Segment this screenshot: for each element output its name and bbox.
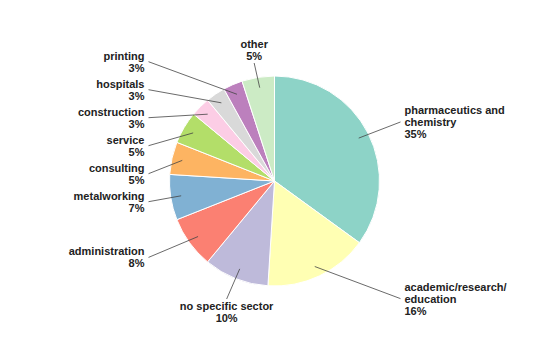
data-label-line: no specific sector bbox=[180, 300, 274, 312]
leader-line bbox=[149, 133, 194, 146]
data-label: construction3% bbox=[78, 106, 145, 130]
data-label-line: 3% bbox=[129, 118, 145, 130]
data-label: service5% bbox=[107, 134, 145, 158]
data-label: academic/research/education16% bbox=[405, 281, 507, 317]
data-label-line: 3% bbox=[129, 90, 145, 102]
data-label: metalworking7% bbox=[74, 190, 145, 214]
data-label-line: 5% bbox=[129, 146, 145, 158]
leader-line bbox=[149, 160, 183, 173]
leader-line bbox=[254, 63, 260, 88]
data-label: printing3% bbox=[104, 50, 145, 74]
data-label: pharmaceutics andchemistry35% bbox=[405, 104, 505, 140]
pie bbox=[169, 76, 379, 286]
leader-line bbox=[227, 269, 240, 299]
data-label-line: service bbox=[107, 134, 145, 146]
data-label-line: metalworking bbox=[74, 190, 145, 202]
data-label: other5% bbox=[240, 38, 268, 62]
data-label-line: chemistry bbox=[405, 116, 458, 128]
data-label-line: 3% bbox=[129, 62, 145, 74]
leader-line bbox=[149, 114, 208, 118]
data-label-line: academic/research/ bbox=[405, 281, 507, 293]
data-label-line: printing bbox=[104, 50, 145, 62]
leader-line bbox=[149, 90, 222, 103]
chart: pharmaceutics andchemistry35% academic/re… bbox=[0, 0, 549, 362]
data-label-line: 5% bbox=[129, 174, 145, 186]
data-label: hospitals3% bbox=[96, 78, 145, 102]
leader-line bbox=[149, 237, 199, 258]
data-label-line: 8% bbox=[129, 257, 145, 269]
data-label-line: 35% bbox=[405, 128, 427, 140]
data-label-line: construction bbox=[78, 106, 145, 118]
data-label: no specific sector10% bbox=[180, 300, 274, 324]
data-label-line: 5% bbox=[246, 50, 262, 62]
leader-line bbox=[149, 196, 182, 202]
leader-line bbox=[315, 267, 401, 299]
leader-line bbox=[149, 62, 237, 95]
pie-slice bbox=[268, 181, 360, 286]
data-label: consulting5% bbox=[89, 162, 145, 186]
leader-line bbox=[359, 122, 401, 138]
data-label-line: other bbox=[240, 38, 268, 50]
data-label-line: 7% bbox=[129, 202, 145, 214]
pie-slice bbox=[242, 76, 274, 181]
data-label-line: pharmaceutics and bbox=[405, 104, 505, 116]
data-label-line: consulting bbox=[89, 162, 145, 174]
data-label-line: 10% bbox=[216, 312, 238, 324]
data-label-line: hospitals bbox=[96, 78, 144, 90]
data-label: administration8% bbox=[69, 245, 145, 269]
data-label-line: 16% bbox=[405, 305, 427, 317]
labels: pharmaceutics andchemistry35% academic/re… bbox=[69, 38, 507, 324]
pie-slice bbox=[169, 174, 274, 219]
data-label-line: education bbox=[405, 293, 457, 305]
data-label-line: administration bbox=[69, 245, 145, 257]
